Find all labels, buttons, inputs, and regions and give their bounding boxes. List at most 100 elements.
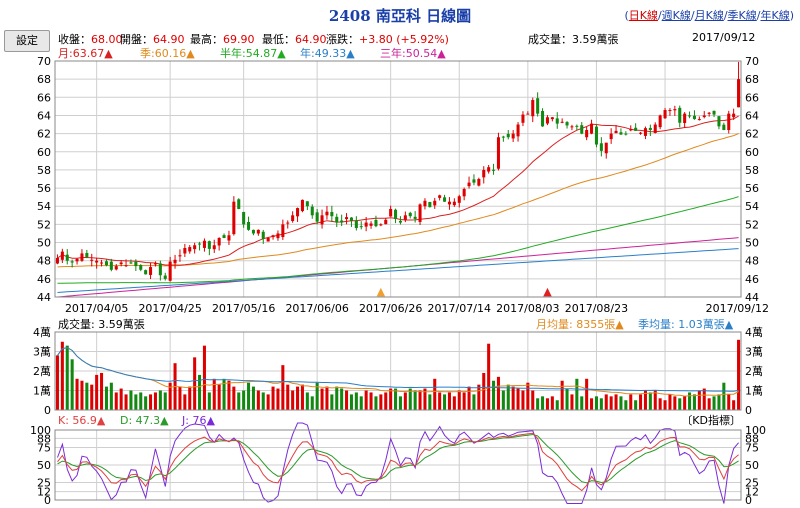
candle-body bbox=[340, 220, 344, 223]
candle-body bbox=[570, 126, 574, 128]
candle-body bbox=[149, 267, 153, 275]
kd-panel-frame bbox=[54, 429, 742, 501]
kd-d-line bbox=[57, 433, 739, 484]
kd-tick-label-right: 75 bbox=[745, 442, 759, 455]
volume-bar bbox=[95, 374, 99, 410]
candle-body bbox=[60, 251, 64, 260]
high-price: 最高：69.90 bbox=[190, 31, 255, 47]
price-tick-label-right: 60 bbox=[745, 146, 759, 159]
low-label: 最低： bbox=[262, 33, 295, 46]
weekly-k-link[interactable]: 週K線 bbox=[661, 9, 691, 22]
volume-tick-label-right: 0 bbox=[745, 404, 752, 417]
volume-bar bbox=[560, 380, 564, 410]
volume-bar bbox=[545, 398, 549, 410]
candle-body bbox=[663, 110, 667, 119]
volume-bar bbox=[100, 372, 104, 410]
candle-body bbox=[516, 124, 520, 137]
volume-bar bbox=[330, 394, 334, 410]
price-tick-label-right: 66 bbox=[745, 91, 759, 104]
candle-body bbox=[712, 110, 716, 115]
candle-body bbox=[545, 117, 549, 124]
candle-body bbox=[114, 266, 118, 270]
volume-value: 3.59萬張 bbox=[572, 33, 619, 46]
candle-body bbox=[668, 110, 672, 112]
candle-body bbox=[707, 112, 711, 114]
candle-body bbox=[227, 235, 231, 241]
volume-bar bbox=[300, 384, 304, 410]
candle-body bbox=[129, 262, 133, 264]
volume-tick-label-left: 0 bbox=[44, 404, 51, 417]
volume-bar bbox=[55, 355, 59, 410]
candle-body bbox=[594, 126, 598, 145]
settings-button[interactable]: 設定 bbox=[4, 30, 50, 52]
change-value: +3.80 (+5.92%) bbox=[359, 33, 449, 46]
volume-bar bbox=[506, 384, 510, 410]
volume-bar bbox=[609, 396, 613, 410]
open-value: 64.90 bbox=[153, 33, 185, 46]
volume-bar bbox=[580, 396, 584, 410]
volume-bar bbox=[359, 396, 363, 410]
candle-body bbox=[55, 257, 59, 264]
candle-body bbox=[251, 229, 255, 234]
candle-body bbox=[345, 217, 349, 220]
volume-bar bbox=[119, 388, 123, 410]
candle-body bbox=[330, 211, 334, 217]
volume-label: 成交量： bbox=[528, 33, 572, 46]
volume-bar bbox=[428, 394, 432, 410]
quarterly-k-link[interactable]: 季K線 bbox=[727, 9, 757, 22]
volume-bar bbox=[114, 392, 118, 410]
candle-body bbox=[604, 142, 608, 154]
kd-value-label: K: 56.9▲ bbox=[58, 414, 106, 427]
volume-bar bbox=[178, 386, 182, 410]
volume-bar bbox=[271, 386, 275, 410]
volume-bar bbox=[398, 396, 402, 410]
volume-bar bbox=[575, 378, 579, 410]
volume-bar bbox=[374, 396, 378, 410]
volume-bar bbox=[541, 396, 545, 410]
candle-body bbox=[624, 133, 628, 135]
candle-body bbox=[599, 143, 603, 151]
volume-bar bbox=[482, 372, 486, 410]
separator: / bbox=[723, 9, 728, 22]
candle-body bbox=[124, 265, 128, 267]
candle-body bbox=[90, 259, 94, 261]
volume-bar bbox=[683, 396, 687, 410]
price-tick-label-right: 48 bbox=[745, 255, 759, 268]
candle-body bbox=[580, 125, 584, 134]
candle-body bbox=[364, 222, 368, 227]
ma-quarter-label: 季:60.16▲ bbox=[140, 47, 195, 60]
volume-bar bbox=[242, 390, 246, 410]
candle-body bbox=[178, 255, 182, 257]
price-tick-label-right: 46 bbox=[745, 273, 759, 286]
candle-body bbox=[506, 133, 510, 138]
volume-bar bbox=[345, 390, 349, 410]
volume-bar bbox=[364, 390, 368, 410]
yearly-k-link[interactable]: 年K線 bbox=[760, 9, 790, 22]
candle-body bbox=[374, 219, 378, 227]
price-tick-label-left: 48 bbox=[37, 255, 51, 268]
volume-bar bbox=[109, 382, 113, 410]
daily-k-link[interactable]: 日K線 bbox=[628, 9, 658, 22]
price-tick-label-left: 44 bbox=[37, 291, 51, 304]
candle-body bbox=[222, 235, 226, 238]
volume-bar bbox=[403, 392, 407, 410]
volume-bar bbox=[443, 394, 447, 410]
volume-bar bbox=[261, 392, 265, 410]
volume-bar bbox=[516, 388, 520, 410]
volume-bar bbox=[256, 390, 260, 410]
volume-tick-label-right: 3萬 bbox=[745, 346, 763, 359]
volume-bar bbox=[320, 388, 324, 410]
volume-bar bbox=[639, 394, 643, 410]
volume-bar bbox=[692, 394, 696, 410]
period-links: (日K線/週K線/月K線/季K線/年K線) bbox=[624, 7, 794, 23]
candle-body bbox=[722, 124, 726, 130]
date-tick-label: 2017/06/06 bbox=[285, 302, 348, 315]
volume-bar bbox=[585, 378, 589, 410]
low-price: 最低：64.90 bbox=[262, 31, 327, 47]
close-price: 收盤：68.00 bbox=[58, 31, 123, 47]
candle-body bbox=[678, 107, 682, 123]
kd-tick-label-left: 50 bbox=[37, 459, 51, 472]
monthly-k-link[interactable]: 月K線 bbox=[694, 9, 724, 22]
volume-bar bbox=[296, 386, 300, 410]
volume-bar bbox=[247, 382, 251, 410]
